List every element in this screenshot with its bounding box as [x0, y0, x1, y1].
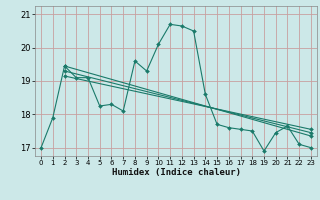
X-axis label: Humidex (Indice chaleur): Humidex (Indice chaleur) [111, 168, 241, 177]
